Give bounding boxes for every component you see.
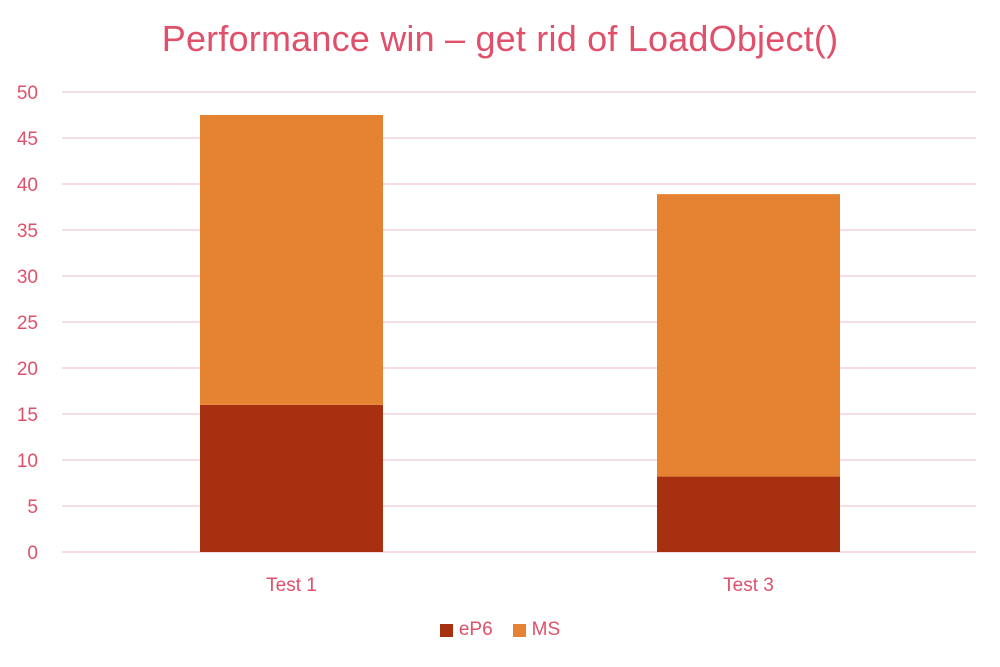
y-tick-label: 5 [27, 497, 38, 518]
y-tick-label: 35 [17, 221, 38, 242]
y-axis-ticks: 0 5 10 15 20 25 30 35 40 45 50 [17, 83, 38, 564]
y-tick-label: 40 [17, 175, 38, 196]
y-tick-label: 0 [27, 543, 38, 564]
x-axis-labels: Test 1 Test 3 [266, 575, 774, 596]
legend-swatch [512, 623, 526, 637]
y-tick-label: 20 [17, 359, 38, 380]
chart-title: Performance win – get rid of LoadObject(… [161, 18, 839, 59]
legend-swatch [439, 623, 453, 637]
legend-label: eP6 [458, 619, 493, 640]
x-category-label: Test 3 [723, 575, 774, 596]
bar-ms-test-3 [657, 194, 840, 477]
legend-item: MS [512, 619, 561, 641]
legend: eP6 MS [0, 619, 1000, 641]
legend-label: MS [531, 619, 561, 640]
y-tick-label: 25 [17, 313, 38, 334]
bar-ep6-test-1 [200, 404, 383, 552]
y-tick-label: 10 [17, 451, 38, 472]
bars [200, 115, 840, 552]
x-category-label: Test 1 [266, 575, 317, 596]
y-tick-label: 45 [17, 129, 38, 150]
bar-ms-test-1 [200, 115, 383, 405]
y-tick-label: 30 [17, 267, 38, 288]
y-tick-label: 50 [17, 83, 38, 104]
y-tick-label: 15 [17, 405, 38, 426]
bar-ep6-test-3 [657, 476, 840, 552]
legend-item: eP6 [439, 619, 493, 641]
